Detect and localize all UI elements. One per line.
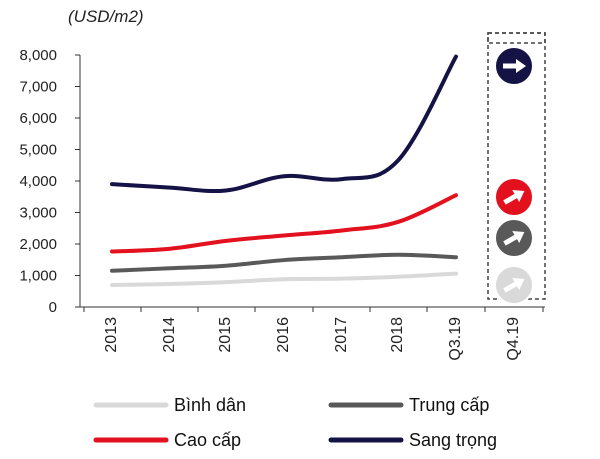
y-tick-label: 8,000 (19, 47, 57, 64)
y-tick-label: 2,000 (19, 236, 57, 253)
outlook-icons (494, 46, 534, 305)
series-line-3 (110, 54, 458, 194)
y-tick-label: 6,000 (19, 110, 57, 127)
x-tick-label: Q4.19 (505, 317, 522, 361)
legend-label: Cao cấp (174, 430, 241, 450)
unit-label: (USD/m2) (68, 7, 144, 26)
series-lines (110, 54, 458, 287)
outlook-arrow-icon (494, 218, 534, 258)
series-line-0 (110, 271, 458, 287)
x-tick-label: 2016 (275, 317, 292, 353)
x-tick-label: 2014 (161, 317, 178, 353)
x-axis: 2013 2014 2015 2016 2017 2018 Q3.19 Q4.19 (80, 306, 545, 361)
y-tick-label: 1,000 (19, 268, 57, 285)
x-tick-label: 2018 (389, 317, 406, 353)
series-line-2 (110, 193, 458, 254)
series-line-1 (110, 252, 458, 273)
x-tick-label: 2015 (217, 317, 234, 353)
outlook-arrow-icon (494, 46, 534, 86)
outlook-arrow-icon (494, 265, 534, 305)
outlook-arrow-icon (494, 177, 534, 217)
legend-label: Bình dân (174, 395, 246, 415)
y-tick-label: 0 (49, 299, 57, 316)
x-tick-label: 2013 (103, 317, 120, 353)
y-tick-label: 4,000 (19, 173, 57, 190)
y-tick-label: 5,000 (19, 142, 57, 159)
y-tick-label: 3,000 (19, 205, 57, 222)
forecast-box-header (487, 32, 546, 44)
x-tick-label: 2017 (333, 317, 350, 353)
legend: Bình dân Trung cấp Cao cấp Sang trọng (93, 395, 497, 450)
x-tick-label: Q3.19 (447, 317, 464, 361)
y-axis: 0 1,000 2,000 3,000 4,000 5,000 6,000 7,000 8,00… (19, 47, 81, 316)
legend-label: Sang trọng (409, 430, 497, 450)
legend-label: Trung cấp (409, 395, 489, 415)
y-tick-label: 7,000 (19, 79, 57, 96)
